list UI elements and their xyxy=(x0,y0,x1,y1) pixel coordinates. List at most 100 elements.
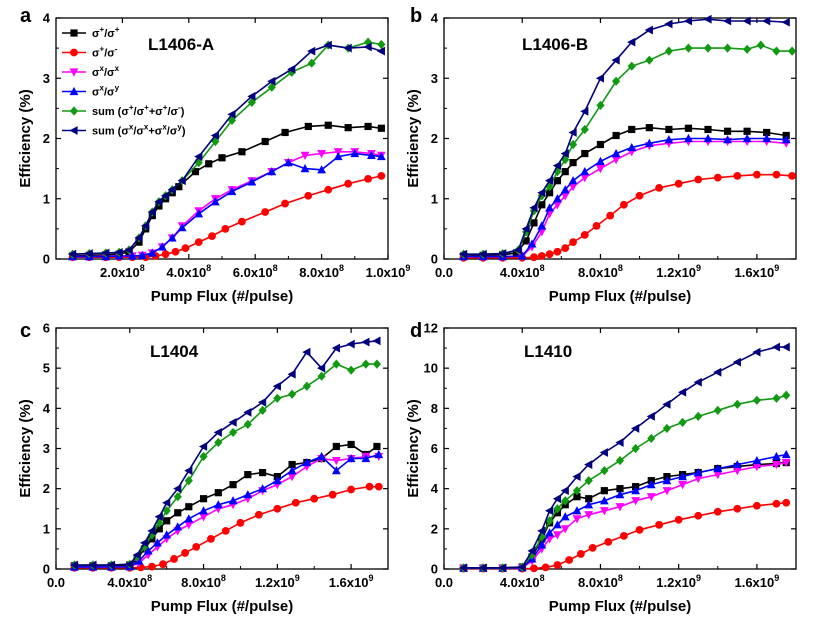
data-point xyxy=(782,498,791,507)
data-point xyxy=(560,149,569,158)
data-point xyxy=(631,497,641,506)
data-point xyxy=(273,393,282,403)
data-point xyxy=(546,189,554,197)
data-point xyxy=(596,156,605,165)
legend-entry: σx/σx xyxy=(62,64,120,79)
data-point xyxy=(478,563,487,573)
data-point xyxy=(576,550,585,558)
data-point xyxy=(125,559,134,569)
data-point xyxy=(732,357,741,367)
data-point xyxy=(374,482,383,491)
data-point xyxy=(584,500,594,509)
data-point xyxy=(615,455,625,466)
legend-label: σ+/σ+ xyxy=(92,25,120,40)
data-point xyxy=(580,174,590,183)
x-tick-label: 2.0x108 xyxy=(100,263,145,280)
data-point xyxy=(210,131,219,140)
data-point xyxy=(347,365,356,375)
y-tick-label: 1 xyxy=(43,521,50,536)
series-3 xyxy=(68,148,386,261)
data-point xyxy=(678,417,687,427)
data-point xyxy=(162,498,171,508)
data-point xyxy=(124,245,133,255)
data-point xyxy=(595,73,605,83)
data-point xyxy=(287,473,297,482)
data-point xyxy=(781,342,790,352)
data-point xyxy=(317,149,326,159)
data-point xyxy=(194,209,204,218)
data-point xyxy=(694,411,703,421)
data-point xyxy=(611,55,620,65)
data-point xyxy=(553,177,562,185)
series-line xyxy=(72,175,382,259)
data-point xyxy=(363,42,372,52)
x-tick-label: 8.0x108 xyxy=(181,573,226,590)
data-point xyxy=(612,131,620,140)
data-point xyxy=(160,191,170,201)
data-point xyxy=(635,191,644,200)
data-point xyxy=(752,501,761,510)
data-point xyxy=(664,19,673,29)
data-point xyxy=(287,67,296,77)
data-point xyxy=(742,133,752,143)
data-point xyxy=(347,440,355,449)
data-point xyxy=(498,563,507,573)
data-point xyxy=(713,471,723,480)
data-point xyxy=(762,16,771,26)
data-point xyxy=(159,560,167,569)
data-point xyxy=(527,239,537,248)
data-point xyxy=(281,128,289,137)
data-point xyxy=(213,428,222,437)
data-point xyxy=(541,563,550,572)
data-point xyxy=(350,148,360,158)
data-point xyxy=(723,43,732,53)
y-tick-label: 1 xyxy=(431,191,438,206)
chart-panel-b: 0 1 2 3 4 0.0 4.0x108 8.0x108 1.2x109 1.6x109 Pump… xyxy=(405,5,797,305)
data-point xyxy=(106,560,115,570)
plot-frame xyxy=(443,327,797,570)
data-point xyxy=(361,359,370,369)
series-line xyxy=(74,453,380,568)
data-point xyxy=(723,127,732,135)
panel-letter: c xyxy=(20,320,31,342)
data-point xyxy=(693,468,703,477)
data-point xyxy=(184,514,194,523)
panel-title: L1410 xyxy=(524,342,572,361)
data-point xyxy=(537,252,546,260)
data-point xyxy=(645,124,653,132)
data-point xyxy=(644,25,653,35)
x-axis-title: Pump Flux (#/pulse) xyxy=(549,288,692,305)
data-point xyxy=(376,46,385,56)
data-point xyxy=(674,515,683,524)
data-point xyxy=(185,503,193,511)
series-0 xyxy=(459,458,790,572)
series-line xyxy=(74,443,378,567)
data-point xyxy=(317,363,326,373)
legend-marker xyxy=(69,126,78,135)
data-point xyxy=(584,460,593,469)
data-point xyxy=(300,164,310,173)
series-line xyxy=(72,41,382,255)
data-point xyxy=(771,342,781,352)
series-line xyxy=(463,461,787,569)
data-point xyxy=(307,58,316,68)
series-1 xyxy=(459,170,796,262)
data-point xyxy=(367,150,376,159)
y-tick-label: 5 xyxy=(43,361,50,376)
data-point xyxy=(317,371,326,381)
data-point xyxy=(772,460,781,470)
chart-panel-a: 0 1 2 3 4 2.0x108 4.0x108 6.0x108 8.0x108 1.0x109… xyxy=(17,5,410,305)
series-line xyxy=(463,137,787,258)
data-point xyxy=(300,151,310,160)
data-point xyxy=(175,183,183,191)
data-point xyxy=(238,217,246,226)
data-point xyxy=(162,506,171,516)
data-point xyxy=(127,251,137,260)
data-point xyxy=(302,347,311,357)
data-point xyxy=(84,249,93,258)
data-point xyxy=(684,124,693,132)
data-point xyxy=(161,250,170,259)
y-axis-title: Efficiency (%) xyxy=(17,89,34,187)
data-point xyxy=(517,562,526,572)
data-point xyxy=(787,46,797,56)
